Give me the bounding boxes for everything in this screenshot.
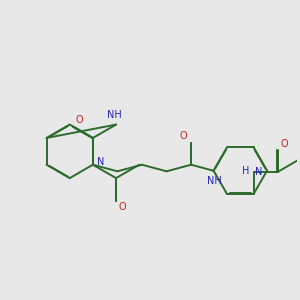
Text: O: O — [119, 202, 126, 212]
Text: O: O — [280, 139, 288, 148]
Text: N: N — [255, 167, 262, 177]
Text: O: O — [76, 115, 83, 125]
Text: NH: NH — [207, 176, 222, 187]
Text: O: O — [179, 131, 187, 141]
Text: N: N — [97, 157, 104, 166]
Text: NH: NH — [107, 110, 122, 120]
Text: H: H — [242, 166, 250, 176]
